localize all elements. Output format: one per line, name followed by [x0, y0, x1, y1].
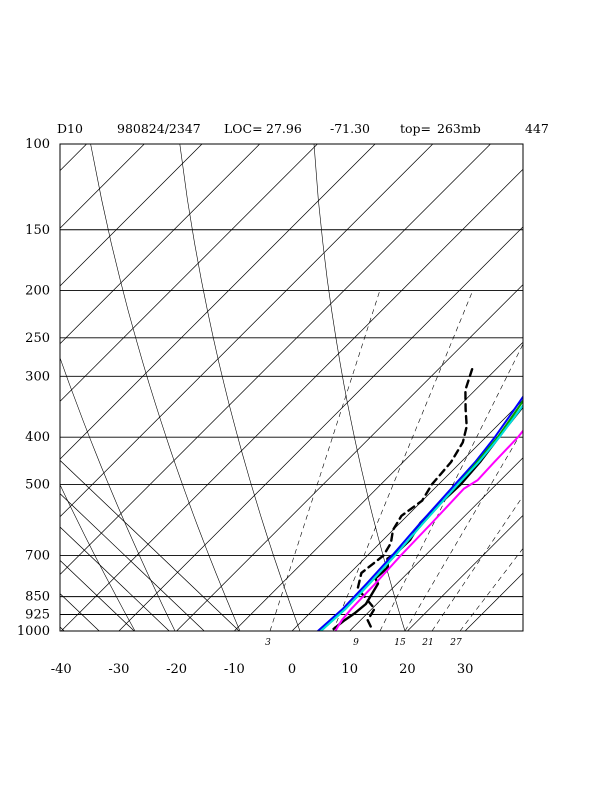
mixing-ratio-line [459, 547, 523, 631]
mixing-ratio-line [379, 343, 523, 631]
isotherm-line [60, 144, 260, 345]
temperature-tick-label: 10 [341, 662, 358, 677]
dry-adiabat-line [60, 526, 170, 631]
mixing-ratio-line [269, 289, 381, 631]
sounding-series-0 [332, 404, 523, 631]
temperature-tick-label: -20 [166, 662, 187, 677]
mixing-ratio-label: 3 [265, 638, 271, 648]
temperature-tick-label: 0 [288, 662, 296, 677]
pressure-tick-label: 1000 [17, 624, 50, 639]
dry-adiabat-line [60, 493, 205, 631]
sounding-series-2 [316, 395, 523, 631]
pressure-tick-label: 150 [25, 223, 50, 238]
mixing-ratio-labels: 3 9 15 21 27 [265, 638, 462, 648]
temperature-tick-label: 30 [457, 662, 474, 677]
isotherm-line [60, 144, 376, 460]
pressure-tick-label: 400 [25, 430, 50, 445]
dry-adiabat-line [60, 559, 135, 631]
isotherm-line [60, 144, 203, 287]
pressure-tick-label: 850 [25, 590, 50, 605]
sounding-profiles [316, 368, 523, 631]
sounding-series-1 [356, 368, 474, 631]
mixing-ratio-label: 21 [421, 638, 433, 648]
header-top-value: 263mb [437, 121, 481, 136]
temperature-tick-label: -40 [51, 662, 72, 677]
isotherm-line [291, 399, 523, 631]
mixing-ratio-line [404, 429, 523, 631]
isotherm-line [349, 457, 523, 631]
header-loc-label: LOC= [224, 121, 263, 136]
mixing-ratio-label: 27 [449, 638, 462, 648]
moist-adiabat-line [90, 144, 241, 631]
mixing-ratio-line [332, 289, 474, 631]
temperature-tick-label: -10 [224, 662, 245, 677]
isobar-lines [60, 143, 523, 632]
isotherm-line [234, 341, 523, 631]
moist-adiabat-line [60, 484, 136, 631]
header-lon: -71.30 [330, 121, 370, 136]
isotherm-line [176, 284, 523, 631]
temperature-axis-labels: -40 -30 -20 -10 0 10 20 30 [51, 662, 474, 677]
mixing-ratio-label: 9 [353, 638, 359, 648]
pressure-tick-label: 700 [25, 549, 50, 564]
isotherm-line [118, 226, 523, 631]
pressure-tick-label: 200 [25, 284, 50, 299]
temperature-tick-label: 20 [399, 662, 416, 677]
pressure-tick-label: 500 [25, 477, 50, 492]
isotherm-line [464, 572, 523, 631]
sounding-series-4 [319, 403, 523, 631]
mixing-ratio-label: 15 [394, 638, 406, 648]
thermodynamic-grid [60, 144, 523, 631]
pressure-tick-label: 300 [25, 369, 50, 384]
header-datetime: 980824/2347 [117, 121, 201, 136]
pressure-tick-label: 100 [25, 137, 50, 152]
header-code: 447 [525, 121, 549, 136]
header-station: D10 [57, 121, 83, 136]
dry-adiabat-line [60, 459, 240, 631]
pressure-tick-label: 250 [25, 331, 50, 346]
isotherm-line [60, 144, 145, 229]
sounding-series-5 [334, 429, 523, 631]
isotherm-line [60, 144, 318, 402]
moist-adiabat-line [179, 144, 301, 631]
pressure-tick-label: 925 [25, 608, 50, 623]
isotherm-line [60, 144, 434, 518]
isotherm-line [522, 630, 523, 631]
isotherm-line [407, 514, 523, 631]
isotherm-line [60, 144, 491, 575]
temperature-tick-label: -30 [108, 662, 129, 677]
header-top-label: top= [400, 121, 431, 136]
header-lat: 27.96 [266, 121, 302, 136]
isotherm-line [60, 168, 523, 631]
plot-frame [59, 143, 524, 632]
